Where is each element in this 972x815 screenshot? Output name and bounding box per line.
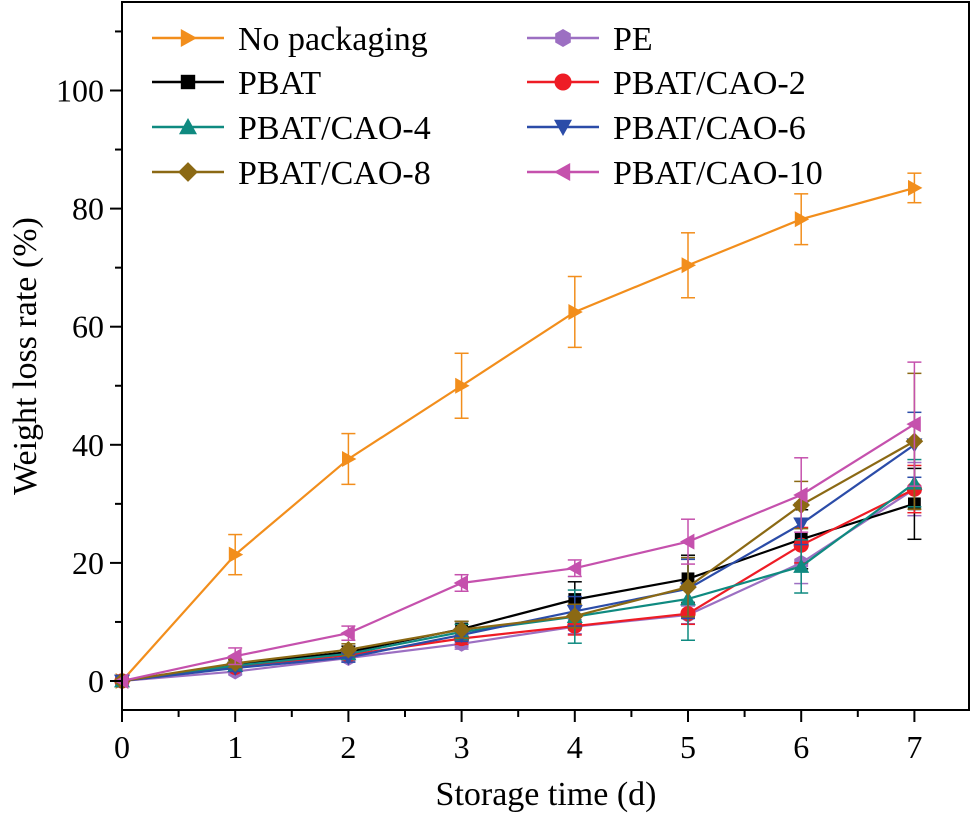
x-tick-label: 3	[454, 729, 470, 765]
x-tick-label: 7	[906, 729, 922, 765]
y-tick-label: 80	[72, 191, 104, 227]
series-pbat-cao-10	[114, 361, 922, 689]
legend: No packaging PE PBAT PBAT/CAO-2 PBAT/CAO-4 PB…	[152, 21, 823, 192]
data-point	[566, 560, 582, 577]
legend-entry: PBAT/CAO-6	[527, 110, 806, 147]
data-point	[679, 578, 697, 596]
data-point	[453, 574, 468, 591]
legend-label: PBAT/CAO-2	[613, 65, 806, 102]
legend-marker	[554, 163, 571, 181]
legend-entry: PBAT/CAO-10	[527, 155, 823, 192]
y-tick-label: 60	[72, 309, 104, 345]
y-tick-label: 100	[56, 73, 104, 109]
legend-marker	[178, 162, 198, 182]
data-point	[340, 625, 355, 642]
x-axis-title: Storage time (d)	[436, 776, 657, 813]
series-no-packaging	[115, 172, 923, 689]
legend-marker	[554, 119, 572, 136]
x-tick-label: 0	[114, 729, 130, 765]
x-tick-label: 6	[793, 729, 809, 765]
legend-marker	[180, 74, 196, 90]
y-tick-label: 20	[72, 545, 104, 581]
y-axis-title: Weight loss rate (%)	[7, 217, 44, 495]
data-point	[452, 620, 471, 639]
plot-frame	[121, 1, 970, 711]
legend-label: PBAT/CAO-6	[613, 110, 806, 147]
legend-label: PBAT/CAO-8	[238, 155, 431, 192]
legend-entry: PE	[527, 21, 653, 58]
legend-entry: PBAT	[152, 65, 321, 102]
series-line	[121, 440, 915, 683]
legend-label: PBAT/CAO-10	[613, 155, 823, 192]
legend-marker	[180, 29, 197, 47]
y-tick-label: 40	[72, 427, 104, 463]
data-point	[906, 416, 921, 433]
legend-entry: PBAT/CAO-2	[527, 65, 806, 102]
plot-area	[113, 172, 924, 690]
series-line	[121, 423, 915, 683]
data-point	[908, 179, 923, 196]
legend-label: PBAT	[238, 65, 321, 102]
series-line	[121, 482, 916, 683]
legend-entry: No packaging	[152, 21, 428, 58]
x-tick-label: 2	[340, 729, 356, 765]
data-point	[342, 450, 357, 467]
series-line	[121, 186, 915, 682]
legend-label: PBAT/CAO-4	[238, 110, 431, 147]
data-point	[227, 648, 242, 665]
legend-entry: PBAT/CAO-4	[152, 110, 431, 147]
legend-label: PE	[613, 21, 653, 58]
legend-label: No packaging	[238, 21, 428, 58]
x-tick-label: 4	[567, 729, 583, 765]
y-tick-label: 0	[88, 663, 104, 699]
data-point	[339, 640, 358, 659]
legend-marker	[555, 29, 571, 47]
data-point	[793, 558, 810, 573]
series-line	[121, 502, 915, 683]
data-point	[680, 533, 695, 550]
data-point	[794, 211, 810, 228]
legend-entry: PBAT/CAO-8	[152, 155, 431, 192]
legend-marker	[179, 118, 197, 135]
data-point	[793, 486, 808, 503]
legend-marker	[554, 73, 572, 91]
data-point	[568, 303, 583, 320]
data-point	[455, 377, 470, 394]
x-tick-label: 1	[227, 729, 243, 765]
data-point	[228, 546, 244, 563]
axes: 0 1 2 3 4 5 6 7 0 20 40 60 80 100	[56, 1, 970, 765]
data-point	[566, 607, 584, 625]
x-tick-label: 5	[680, 729, 696, 765]
data-point	[681, 257, 696, 274]
